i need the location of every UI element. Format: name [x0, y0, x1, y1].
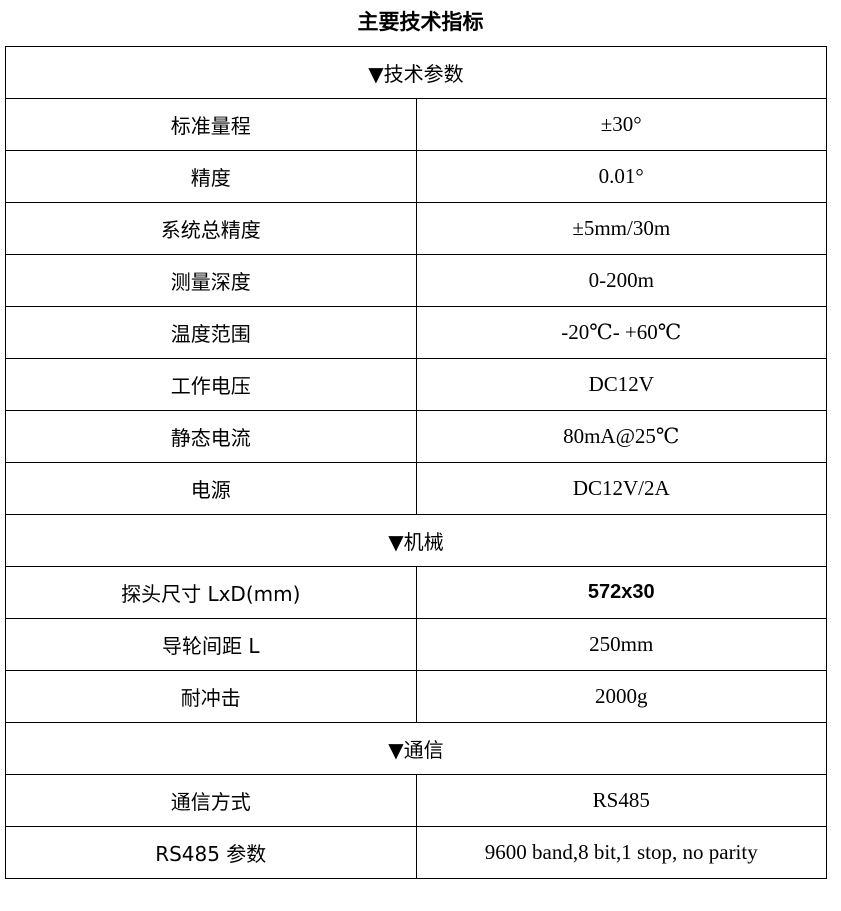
section-header-row: ▼通信 — [5, 722, 827, 775]
spec-value: 9600 band,8 bit,1 stop, no parity — [415, 826, 827, 879]
spec-value: 0.01° — [415, 150, 827, 203]
table-row: 精度 0.01° — [5, 150, 827, 203]
section-header-communication: ▼通信 — [5, 722, 827, 775]
table-row: 温度范围 -20℃- +60℃ — [5, 306, 827, 359]
spec-value: 80mA@25℃ — [415, 410, 827, 463]
spec-value: ±5mm/30m — [415, 202, 827, 255]
table-row: 静态电流 80mA@25℃ — [5, 410, 827, 463]
spec-label: 通信方式 — [5, 774, 417, 827]
spec-label: 标准量程 — [5, 98, 417, 151]
table-row: 工作电压 DC12V — [5, 358, 827, 411]
table-row: 通信方式 RS485 — [5, 774, 827, 827]
table-row: 测量深度 0-200m — [5, 254, 827, 307]
spec-label: 导轮间距 L — [5, 618, 417, 671]
table-row: 耐冲击 2000g — [5, 670, 827, 723]
spec-value: 250mm — [415, 618, 827, 671]
table-row: 导轮间距 L 250mm — [5, 618, 827, 671]
spec-label: 耐冲击 — [5, 670, 417, 723]
spec-value: ±30° — [415, 98, 827, 151]
section-header-mechanical: ▼机械 — [5, 514, 827, 567]
spec-value: -20℃- +60℃ — [415, 306, 827, 359]
document-title: 主要技术指标 — [357, 10, 484, 34]
spec-value: RS485 — [415, 774, 827, 827]
table-row: RS485 参数 9600 band,8 bit,1 stop, no parit… — [5, 826, 827, 879]
spec-value: 572x30 — [415, 566, 827, 619]
spec-label: 静态电流 — [5, 410, 417, 463]
spec-label: 温度范围 — [5, 306, 417, 359]
spec-label: 测量深度 — [5, 254, 417, 307]
section-header-row: ▼技术参数 — [5, 46, 827, 99]
table-row: 系统总精度 ±5mm/30m — [5, 202, 827, 255]
section-header-row: ▼机械 — [5, 514, 827, 567]
spec-label: RS485 参数 — [5, 826, 417, 879]
spec-value: DC12V — [415, 358, 827, 411]
spec-value: 2000g — [415, 670, 827, 723]
table-row: 电源 DC12V/2A — [5, 462, 827, 515]
spec-label: 精度 — [5, 150, 417, 203]
spec-label: 工作电压 — [5, 358, 417, 411]
table-row: 标准量程 ±30° — [5, 98, 827, 151]
spec-value: DC12V/2A — [415, 462, 827, 515]
spec-value: 0-200m — [415, 254, 827, 307]
spec-table: ▼技术参数 标准量程 ±30° 精度 0.01° 系统总精度 ±5mm/30m 测量深… — [5, 46, 827, 879]
spec-label: 探头尺寸 LxD(mm) — [5, 566, 417, 619]
spec-label: 系统总精度 — [5, 202, 417, 255]
spec-label: 电源 — [5, 462, 417, 515]
section-header-technical: ▼技术参数 — [5, 46, 827, 99]
table-row: 探头尺寸 LxD(mm) 572x30 — [5, 566, 827, 619]
